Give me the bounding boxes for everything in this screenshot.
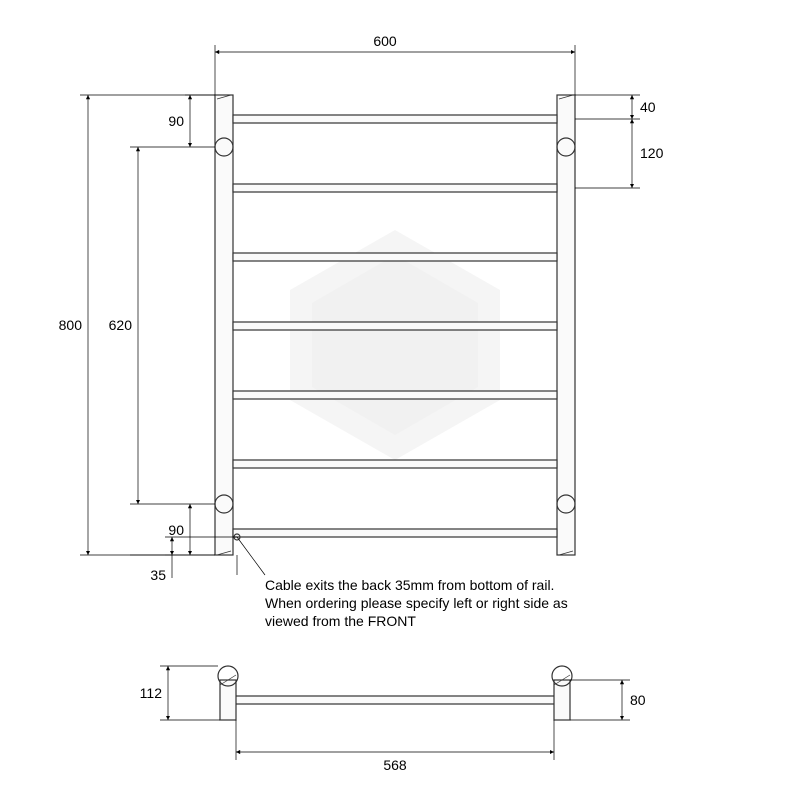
dim-620: 620	[109, 317, 133, 333]
dim-600: 600	[373, 33, 397, 49]
watermark	[290, 230, 500, 460]
dim-120: 120	[640, 145, 664, 161]
dim-40: 40	[640, 99, 656, 115]
top-view	[218, 666, 572, 720]
note-line-1: Cable exits the back 35mm from bottom of…	[265, 577, 554, 593]
dim-90a: 90	[168, 113, 184, 129]
dim-800: 800	[59, 317, 83, 333]
dim-80: 80	[630, 692, 646, 708]
cable-note: Cable exits the back 35mm from bottom of…	[265, 577, 568, 629]
technical-drawing: 600 800 620 90 90 35 40 120	[0, 0, 800, 800]
rungs	[233, 115, 557, 537]
dim-568: 568	[383, 757, 407, 773]
dim-112: 112	[140, 685, 163, 701]
note-line-2: When ordering please specify left or rig…	[265, 595, 568, 611]
dim-35: 35	[150, 567, 166, 583]
note-line-3: viewed from the FRONT	[265, 613, 416, 629]
dim-90b: 90	[168, 522, 184, 538]
